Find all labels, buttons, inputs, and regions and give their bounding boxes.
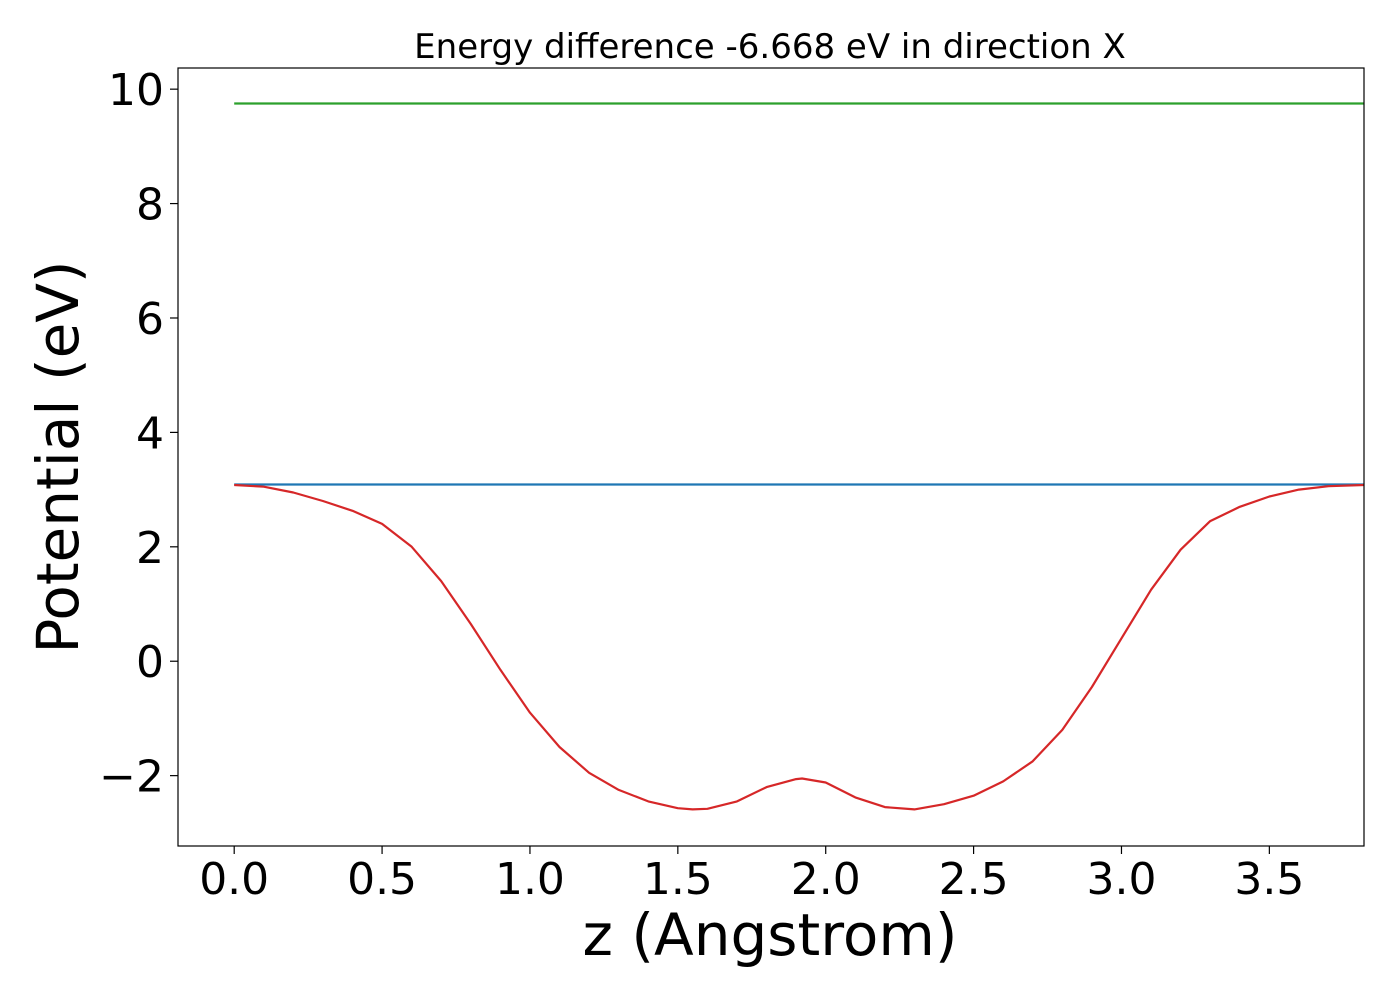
x-tick-label: 3.5 [1234, 854, 1304, 905]
y-tick-label: 6 [136, 294, 164, 345]
y-tick-label: 10 [108, 65, 164, 116]
y-tick-label: 4 [136, 408, 164, 459]
x-tick-label: 2.0 [791, 854, 861, 905]
x-tick-label: 1.0 [495, 854, 565, 905]
plot-frame [177, 67, 1365, 847]
y-tick-label: 2 [136, 523, 164, 574]
x-tick-label: 0.5 [347, 854, 417, 905]
x-tick-label: 1.5 [643, 854, 713, 905]
series-layer [234, 102, 1365, 811]
ticks-layer: 0.0 0.5 1.0 1.5 2.0 2.5 3.0 3.5 −2 0 2 4 6 8 10 [99, 65, 1304, 905]
x-axis-label: z (Angstrom) [583, 901, 958, 969]
y-tick-label: 8 [136, 180, 164, 231]
series-line-3 [234, 483, 1365, 811]
x-tick-label: 0.0 [199, 854, 269, 905]
x-tick-label: 3.0 [1086, 854, 1156, 905]
x-tick-label: 2.5 [939, 854, 1009, 905]
chart-title: Energy difference -6.668 eV in direction… [414, 27, 1126, 67]
y-tick-label: −2 [99, 752, 164, 803]
y-tick-label: 0 [136, 637, 164, 688]
y-axis-label: Potential (eV) [24, 260, 92, 653]
